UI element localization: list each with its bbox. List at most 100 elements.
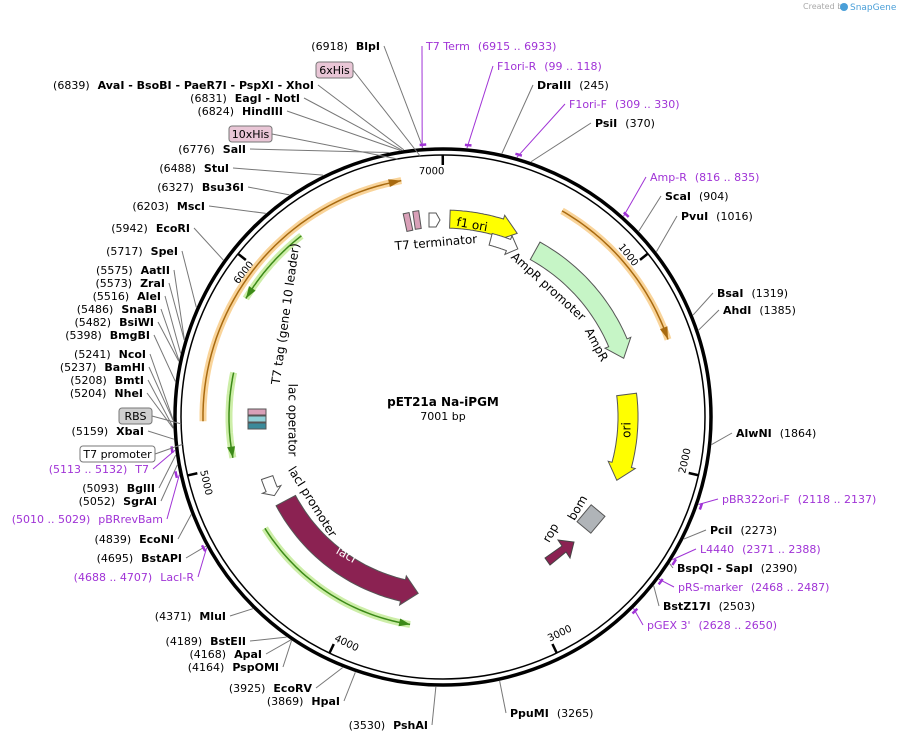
laci-arrow [275, 494, 419, 607]
tick-mark [551, 643, 558, 654]
label-part: EagI - NotI [235, 92, 300, 105]
site-label: (5010 .. 5029) pBRrevBam [12, 513, 163, 526]
label-part: (5241) [74, 348, 111, 361]
site-label: (5208) BmtI [70, 374, 144, 387]
brand-icon [840, 3, 848, 11]
label-part: (816 .. 835) [695, 171, 760, 184]
leader-line [208, 205, 266, 214]
label-part: PciI [710, 524, 732, 537]
label-part: (245) [579, 79, 609, 92]
leader-line [152, 449, 176, 470]
label-part: AlwNI [736, 427, 772, 440]
label-part: AatII [141, 264, 170, 277]
site-label: (5482) BsiWI [74, 316, 154, 329]
tick-mark [237, 252, 247, 262]
leader-line [249, 636, 287, 642]
leader-line [623, 176, 647, 217]
feature-arrowhead [660, 326, 668, 340]
label-part: (1385) [759, 304, 796, 317]
label-part: (904) [699, 190, 729, 203]
site-label: (6824) HindIII [197, 105, 283, 118]
plasmid-name: pET21a Na-iPGM [387, 395, 499, 409]
label-part: (4168) [190, 648, 227, 661]
primer-mark [622, 211, 630, 218]
label-part: BsaI [717, 287, 743, 300]
leader-line [146, 392, 174, 429]
tag-label: RBS [125, 410, 147, 423]
label-part: (5010 .. 5029) [12, 513, 91, 526]
label-part: SgrAI [123, 495, 157, 508]
tick-mark [639, 252, 649, 261]
label-part: (309 .. 330) [615, 98, 680, 111]
leader-line [711, 432, 733, 445]
site-label: (3530) PshAI [349, 719, 428, 732]
label-part: F1ori-F [569, 98, 607, 111]
leader-line [229, 608, 254, 617]
site-label: (5486) SnaBI [77, 303, 157, 316]
label-part: (2628 .. 2650) [699, 619, 778, 632]
label-part: EcoNI [139, 533, 174, 546]
feature-arc [264, 527, 411, 626]
label-part: (3869) [267, 695, 304, 708]
label-part: (1864) [780, 427, 817, 440]
label-part: (2118 .. 2137) [798, 493, 877, 506]
leader-line [197, 547, 208, 578]
f1-ori-arrow [449, 209, 518, 241]
lac-operator-glyph [247, 408, 267, 430]
leader-line [317, 84, 405, 151]
label-part: SalI [223, 143, 246, 156]
leader-line [653, 585, 660, 607]
site-label: T7 Term (6915 .. 6933) [425, 40, 556, 53]
leader-line [516, 103, 566, 158]
site-label: (4189) BstEII [166, 635, 246, 648]
site-label: (5052) SgrAI [79, 495, 157, 508]
label-part: pGEX 3' [647, 619, 691, 632]
label-part: (2371 .. 2388) [742, 543, 821, 556]
feature-arc [561, 210, 669, 340]
tick-label: 7000 [419, 166, 444, 177]
label-part: (2468 .. 2487) [751, 581, 830, 594]
label-part: BstZ17I [663, 600, 711, 613]
label-part: (6831) [190, 92, 227, 105]
site-label: (5573) ZraI [96, 277, 166, 290]
label-part: pRS-marker [678, 581, 743, 594]
site-label: ScaI (904) [665, 190, 729, 203]
label-part: HpaI [311, 695, 340, 708]
leader-line [315, 667, 343, 689]
site-label: pBR322ori-F (2118 .. 2137) [722, 493, 876, 506]
tag-box [79, 445, 156, 463]
label-part: (5717) [106, 245, 143, 258]
site-label: PsiI (370) [595, 117, 655, 130]
leader-line [303, 97, 403, 151]
site-label: PciI (2273) [710, 524, 777, 537]
tag-leader [154, 443, 183, 455]
leader-line [147, 430, 175, 440]
leader-line [431, 686, 437, 726]
site-label: (5204) NheI [70, 387, 143, 400]
label-part: (5093) [82, 482, 119, 495]
tick-mark [328, 643, 335, 654]
feature-arc [245, 235, 302, 299]
primer-mark [174, 471, 179, 479]
label-part: LacI-R [160, 571, 194, 584]
bom-glyph [576, 504, 606, 534]
primer-mark [170, 446, 174, 454]
ampr-arrow [529, 241, 632, 360]
label-part: (6488) [159, 162, 196, 175]
label-part: (5482) [74, 316, 111, 329]
leader-line [149, 353, 174, 420]
label-part: (5237) [60, 361, 97, 374]
leader-line [193, 227, 224, 261]
site-label: (4695) BstAPI [97, 552, 182, 565]
primer-mark [698, 502, 704, 510]
leader-line [249, 148, 389, 153]
label-part: pBRrevBam [98, 513, 163, 526]
site-label: (4839) EcoNI [95, 533, 174, 546]
label-part: (2503) [719, 600, 756, 613]
label-part: (5942) [111, 222, 148, 235]
site-label: (6918) BlpI [311, 40, 380, 53]
label-part: PsiI [595, 117, 617, 130]
label-part: BmgBI [110, 329, 150, 342]
label-part: (5575) [96, 264, 133, 277]
label-part: Amp-R [650, 171, 687, 184]
